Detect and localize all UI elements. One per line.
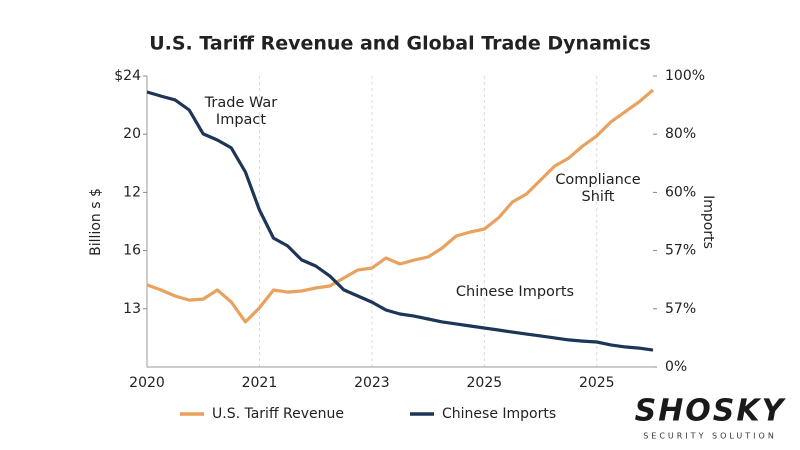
x-tick-label: 2023 xyxy=(354,375,390,391)
logo-name: SHOSKY xyxy=(635,394,787,429)
logo-tagline: SECURITY SOLUTION xyxy=(643,432,777,441)
legend-label: Chinese Imports xyxy=(442,406,556,422)
y-tick-label: 16 xyxy=(123,243,141,259)
annotation: Chinese Imports xyxy=(456,284,574,300)
y2-axis-label: Imports xyxy=(700,195,716,249)
y2-tick-label: 60% xyxy=(665,184,696,200)
y-tick-label: 20 xyxy=(123,126,141,142)
x-tick-label: 2020 xyxy=(129,375,165,391)
annotation: Shift xyxy=(582,189,615,205)
annotation: Impact xyxy=(216,112,266,128)
y2-tick-label: 57% xyxy=(665,301,696,317)
x-tick-label: 2021 xyxy=(242,375,278,391)
y-tick-label: 13 xyxy=(123,301,141,317)
y2-tick-label: 80% xyxy=(665,126,696,142)
series-line xyxy=(146,88,655,324)
chart-title: U.S. Tariff Revenue and Global Trade Dyn… xyxy=(149,33,651,55)
x-tick-label: 2025 xyxy=(467,375,503,391)
annotation: Compliance xyxy=(555,172,640,188)
legend-label: U.S. Tariff Revenue xyxy=(212,406,344,422)
y-tick-label: $24 xyxy=(114,68,141,84)
y-tick-label: 12 xyxy=(123,184,141,200)
y2-tick-label: 0% xyxy=(665,359,687,375)
annotation: Trade War xyxy=(204,95,278,111)
series-line xyxy=(146,90,654,352)
y-axis-label: Billion s $ xyxy=(88,188,104,256)
y2-tick-label: 57% xyxy=(665,243,696,259)
y2-tick-label: 100% xyxy=(665,68,705,84)
x-tick-label: 2025 xyxy=(579,375,615,391)
